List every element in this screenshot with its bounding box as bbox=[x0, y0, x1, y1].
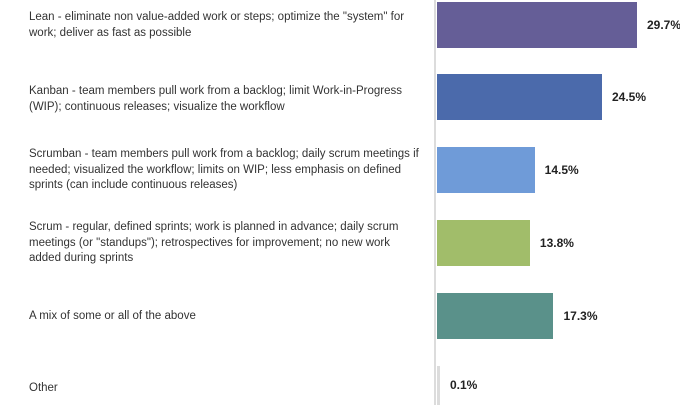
value-label-other: 0.1% bbox=[450, 378, 478, 392]
value-label-scrumban: 14.5% bbox=[544, 163, 579, 177]
value-label-lean: 29.7% bbox=[647, 18, 680, 32]
category-label-scrumban: Scrumban - team members pull work from a… bbox=[29, 148, 419, 191]
bar-kanban bbox=[437, 74, 602, 120]
category-label-scrum: Scrum - regular, defined sprints; work i… bbox=[29, 221, 399, 264]
value-label-mix: 17.3% bbox=[563, 309, 598, 323]
category-axis-line bbox=[434, 0, 436, 405]
bar-other bbox=[437, 366, 440, 405]
bar-lean bbox=[437, 2, 637, 48]
category-label-mix: A mix of some or all of the above bbox=[29, 310, 196, 322]
category-label-other: Other bbox=[29, 382, 58, 394]
bar-scrum bbox=[437, 220, 530, 266]
bar-scrumban bbox=[437, 147, 535, 193]
category-label-kanban: Kanban - team members pull work from a b… bbox=[29, 85, 403, 113]
value-label-scrum: 13.8% bbox=[539, 236, 574, 250]
category-label-lean: Lean - eliminate non value-added work or… bbox=[29, 11, 405, 39]
bar-mix bbox=[437, 293, 554, 339]
value-label-kanban: 24.5% bbox=[611, 90, 646, 104]
